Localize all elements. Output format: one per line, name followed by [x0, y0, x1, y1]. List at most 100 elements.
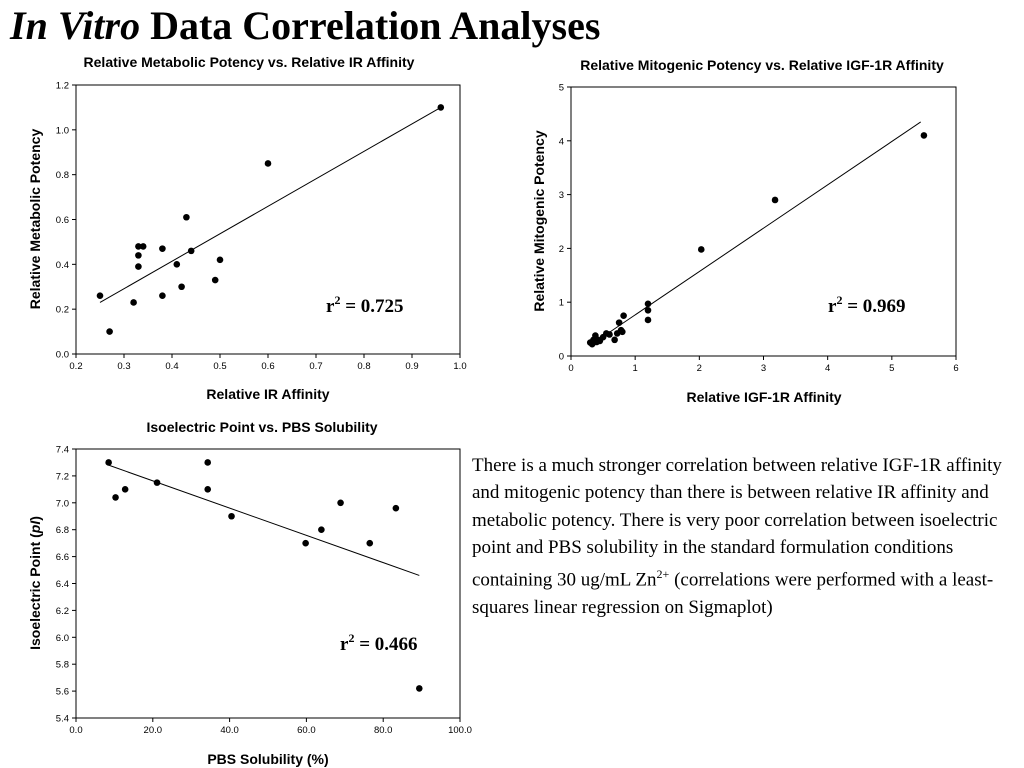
mitogenic-x-tick-label: 3: [761, 363, 766, 374]
metabolic-x-tick-label: 0.3: [117, 361, 130, 372]
isoelectric-y-tick-label: 6.0: [56, 633, 69, 644]
metabolic-x-tick-label: 0.9: [405, 361, 418, 372]
metabolic-data-point: [135, 243, 142, 250]
metabolic-y-tick-label: 0.2: [56, 305, 69, 316]
mitogenic-y-tick-label: 1: [559, 298, 564, 309]
metabolic-y-tick-label: 0.8: [56, 170, 69, 181]
mitogenic-y-tick-label: 4: [559, 136, 564, 147]
isoelectric-x-axis-label: PBS Solubility (%): [207, 751, 328, 767]
mitogenic-x-tick-label: 1: [633, 363, 638, 374]
isoelectric-data-point: [153, 479, 161, 486]
metabolic-data-point: [106, 328, 113, 335]
metabolic-chart-title: Relative Metabolic Potency vs. Relative …: [83, 54, 415, 70]
metabolic-x-tick-label: 0.8: [357, 361, 370, 372]
metabolic-data-point: [216, 256, 224, 264]
summary-paragraph: There is a much stronger correlation bet…: [472, 452, 1012, 621]
metabolic-data-point: [130, 299, 137, 306]
isoelectric-regression-line: [108, 464, 420, 576]
isoelectric-data-point: [337, 499, 344, 507]
metabolic-x-tick-label: 1.0: [453, 361, 466, 372]
mitogenic-x-tick-label: 2: [697, 363, 702, 374]
mitogenic-plot: 0 1 2 3 4 5 6 0 1 2 3 4 5 Relative IGF-1R Affinity Rel…: [531, 83, 959, 406]
summary-superscript: 2+: [656, 567, 670, 582]
metabolic-x-tick-label: 0.6: [261, 361, 274, 372]
mitogenic-data-point: [619, 328, 626, 336]
isoelectric-x-tick-label: 40.0: [220, 725, 239, 736]
isoelectric-data-point: [105, 459, 112, 466]
mitogenic-data-point: [620, 312, 627, 319]
mitogenic-y-tick-label: 3: [559, 190, 564, 201]
isoelectric-data-point: [112, 494, 119, 501]
mitogenic-y-tick-label: 2: [559, 244, 564, 255]
mitogenic-x-tick-label: 6: [953, 363, 958, 374]
isoelectric-x-tick-label: 100.0: [448, 725, 472, 736]
mitogenic-x-tick-label: 0: [568, 363, 573, 374]
mitogenic-x-axis-label: Relative IGF-1R Affinity: [686, 389, 841, 405]
metabolic-data-point: [178, 283, 185, 291]
summary-text-post: (correlations were performed with a leas…: [472, 569, 994, 618]
mitogenic-data-point: [644, 316, 652, 324]
isoelectric-point-chart: Isoelectric Point vs. PBS Solubility 0.0…: [0, 412, 480, 768]
mitogenic-data-point: [697, 246, 705, 253]
metabolic-y-tick-label: 0.0: [56, 350, 69, 361]
metabolic-regression-line: [99, 106, 442, 303]
isoelectric-y-tick-label: 7.0: [56, 498, 69, 509]
summary-text-pre: There is a much stronger correlation bet…: [472, 455, 1002, 591]
isoelectric-data-point: [228, 512, 235, 520]
metabolic-y-axis-label: Relative Metabolic Potency: [27, 129, 43, 310]
mitogenic-data-point: [920, 132, 928, 139]
metabolic-data-point: [159, 292, 166, 300]
isoelectric-y-tick-label: 6.4: [56, 579, 69, 590]
metabolic-x-tick-label: 0.5: [213, 361, 226, 372]
isoelectric-data-point: [318, 526, 325, 533]
isoelectric-y-axis-label: Isoelectric Point (pI): [27, 516, 43, 650]
isoelectric-x-tick-label: 80.0: [374, 725, 393, 736]
mitogenic-data-point: [644, 306, 652, 314]
metabolic-data-point: [96, 292, 104, 300]
metabolic-data-point: [437, 104, 445, 111]
metabolic-x-tick-label: 0.2: [69, 361, 82, 372]
mitogenic-y-tick-label: 0: [559, 352, 564, 363]
isoelectric-y-tick-label: 6.8: [56, 525, 69, 536]
metabolic-data-point: [135, 252, 142, 259]
isoelectric-data-point: [392, 504, 400, 512]
isoelectric-chart-title: Isoelectric Point vs. PBS Solubility: [146, 419, 378, 435]
metabolic-data-point: [135, 263, 142, 270]
isoelectric-plot: 0.0 20.0 40.0 60.0 80.0 100.0 5.4 5.6 5.8 6.0 6.2 6…: [27, 445, 472, 768]
mitogenic-data-point: [771, 196, 779, 204]
mitogenic-data-point: [611, 336, 618, 344]
isoelectric-y-tick-label: 5.6: [56, 687, 69, 698]
slide-title: In Vitro Data Correlation Analyses: [10, 2, 600, 50]
metabolic-r-squared-annotation: r2 = 0.725: [326, 293, 404, 317]
isoelectric-data-point: [366, 539, 374, 547]
isoelectric-y-tick-label: 6.2: [56, 606, 69, 617]
isoelectric-x-tick-label: 20.0: [144, 725, 163, 736]
metabolic-y-tick-label: 1.0: [56, 125, 69, 136]
mitogenic-data-point: [606, 331, 613, 338]
isoelectric-data-point: [121, 486, 129, 493]
mitogenic-data-point: [644, 300, 652, 308]
isoelectric-x-tick-label: 60.0: [297, 725, 316, 736]
metabolic-data-point: [211, 276, 219, 284]
metabolic-y-tick-label: 1.2: [56, 81, 69, 92]
metabolic-data-point: [173, 261, 181, 268]
metabolic-data-point: [187, 247, 195, 255]
mitogenic-r-squared-annotation: r2 = 0.969: [828, 293, 906, 317]
isoelectric-plot-frame: [75, 448, 461, 719]
mitogenic-y-tick-label: 5: [559, 83, 564, 94]
metabolic-x-tick-label: 0.7: [309, 361, 322, 372]
isoelectric-data-point: [204, 459, 212, 466]
mitogenic-potency-chart: Relative Mitogenic Potency vs. Relative …: [500, 52, 1024, 412]
slide-title-rest: Data Correlation Analyses: [140, 3, 601, 48]
mitogenic-data-point: [615, 319, 623, 326]
isoelectric-y-tick-label: 7.2: [56, 471, 69, 482]
metabolic-y-tick-label: 0.4: [56, 260, 69, 271]
isoelectric-y-tick-label: 5.8: [56, 660, 69, 671]
metabolic-data-point: [139, 243, 147, 250]
mitogenic-chart-title: Relative Mitogenic Potency vs. Relative …: [580, 57, 944, 73]
isoelectric-data-point: [415, 685, 423, 692]
mitogenic-y-axis-label: Relative Mitogenic Potency: [531, 130, 547, 311]
metabolic-data-point: [159, 245, 166, 252]
metabolic-potency-chart: Relative Metabolic Potency vs. Relative …: [0, 52, 480, 412]
isoelectric-data-point: [302, 539, 309, 547]
